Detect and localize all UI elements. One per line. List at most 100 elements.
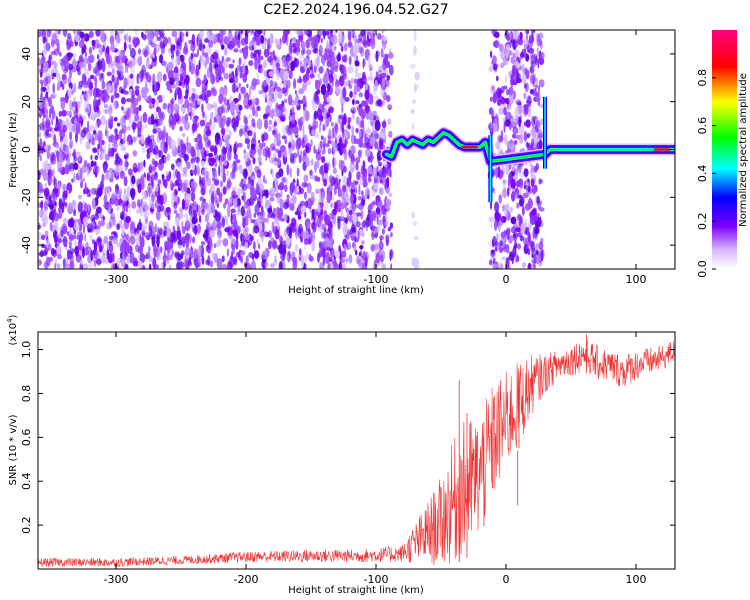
noise-blob (74, 234, 77, 240)
noise-blob (296, 185, 300, 194)
noise-blob (489, 199, 493, 210)
noise-blob (235, 238, 239, 250)
noise-blob (38, 224, 41, 229)
noise-blob (509, 123, 512, 131)
noise-blob (297, 149, 300, 157)
noise-blob (173, 209, 178, 214)
noise-blob (71, 199, 77, 209)
noise-blob (59, 51, 62, 57)
noise-blob (347, 242, 352, 250)
noise-blob (252, 157, 256, 165)
noise-blob (258, 64, 262, 69)
snr-series-line (38, 338, 675, 568)
noise-blob (158, 107, 162, 119)
noise-blob (331, 34, 338, 46)
noise-blob (273, 160, 278, 167)
noise-blob (283, 150, 287, 158)
noise-blob (538, 84, 540, 95)
noise-blob (152, 73, 156, 85)
noise-blob (388, 192, 393, 197)
noise-blob (135, 106, 139, 116)
noise-blob (496, 75, 499, 82)
noise-blob (170, 139, 176, 151)
noise-blob (146, 234, 151, 241)
noise-blob (242, 183, 248, 191)
noise-blob (123, 77, 128, 89)
noise-blob (125, 111, 128, 120)
noise-blob (54, 144, 61, 149)
noise-blob (222, 58, 228, 69)
noise-blob (364, 148, 371, 158)
noise-blob (147, 95, 152, 105)
noise-blob (534, 84, 539, 89)
noise-blob (51, 109, 56, 120)
noise-blob (42, 250, 48, 257)
noise-blob (159, 54, 163, 64)
noise-blob (254, 97, 260, 106)
noise-blob (129, 187, 136, 199)
noise-blob (228, 32, 233, 44)
noise-blob (186, 161, 191, 170)
noise-blob (517, 243, 521, 250)
noise-blob (532, 227, 535, 239)
noise-blob (184, 121, 190, 131)
noise-blob (492, 263, 498, 269)
noise-blob (116, 204, 120, 212)
noise-blob (223, 35, 229, 45)
noise-blob (233, 153, 238, 160)
noise-blob (96, 238, 102, 243)
noise-blob (525, 119, 531, 128)
noise-blob (181, 133, 186, 138)
spectrogram-ytick-label: 0 (20, 146, 33, 153)
noise-blob (494, 211, 500, 221)
noise-blob (182, 172, 188, 177)
noise-blob (185, 83, 190, 94)
noise-blob (506, 36, 511, 41)
noise-blob (523, 104, 529, 115)
noise-blob (263, 218, 268, 223)
noise-blob (173, 66, 179, 74)
spectrogram-xtick-label: -100 (364, 273, 389, 286)
noise-blob (214, 178, 220, 186)
noise-blob (189, 63, 195, 75)
noise-blob (375, 252, 381, 264)
noise-blob (103, 202, 109, 209)
noise-blob (382, 76, 386, 88)
noise-blob (280, 217, 285, 222)
noise-blob (210, 111, 214, 120)
noise-blob (498, 43, 504, 53)
noise-blob (517, 124, 523, 134)
noise-blob (188, 56, 193, 64)
noise-blob (204, 214, 209, 223)
noise-blob (83, 99, 90, 111)
colorbar-ticks: 0.00.20.40.60.8 (696, 69, 716, 278)
noise-blob (87, 55, 91, 66)
noise-blob (185, 199, 190, 207)
noise-blob (40, 199, 44, 210)
noise-blob (90, 187, 97, 195)
noise-blob (220, 127, 226, 135)
noise-blob (154, 199, 161, 209)
noise-blob (101, 173, 105, 183)
noise-blob (75, 218, 79, 223)
noise-blob (148, 225, 153, 237)
noise-blob (289, 153, 295, 164)
noise-blob (133, 58, 137, 65)
noise-blob (290, 55, 293, 61)
noise-blob (326, 191, 332, 204)
noise-blob (117, 63, 122, 72)
noise-blob (355, 156, 361, 164)
noise-blob (69, 131, 73, 141)
noise-blob (533, 62, 536, 71)
noise-blob (245, 151, 250, 161)
noise-blob (358, 92, 363, 98)
noise-blob (101, 80, 106, 90)
noise-blob (137, 127, 142, 137)
noise-blob (250, 176, 256, 181)
noise-blob (354, 65, 358, 78)
noise-blob (144, 95, 149, 102)
noise-blob (413, 30, 417, 42)
noise-blob (167, 214, 170, 221)
noise-blob (104, 160, 108, 166)
